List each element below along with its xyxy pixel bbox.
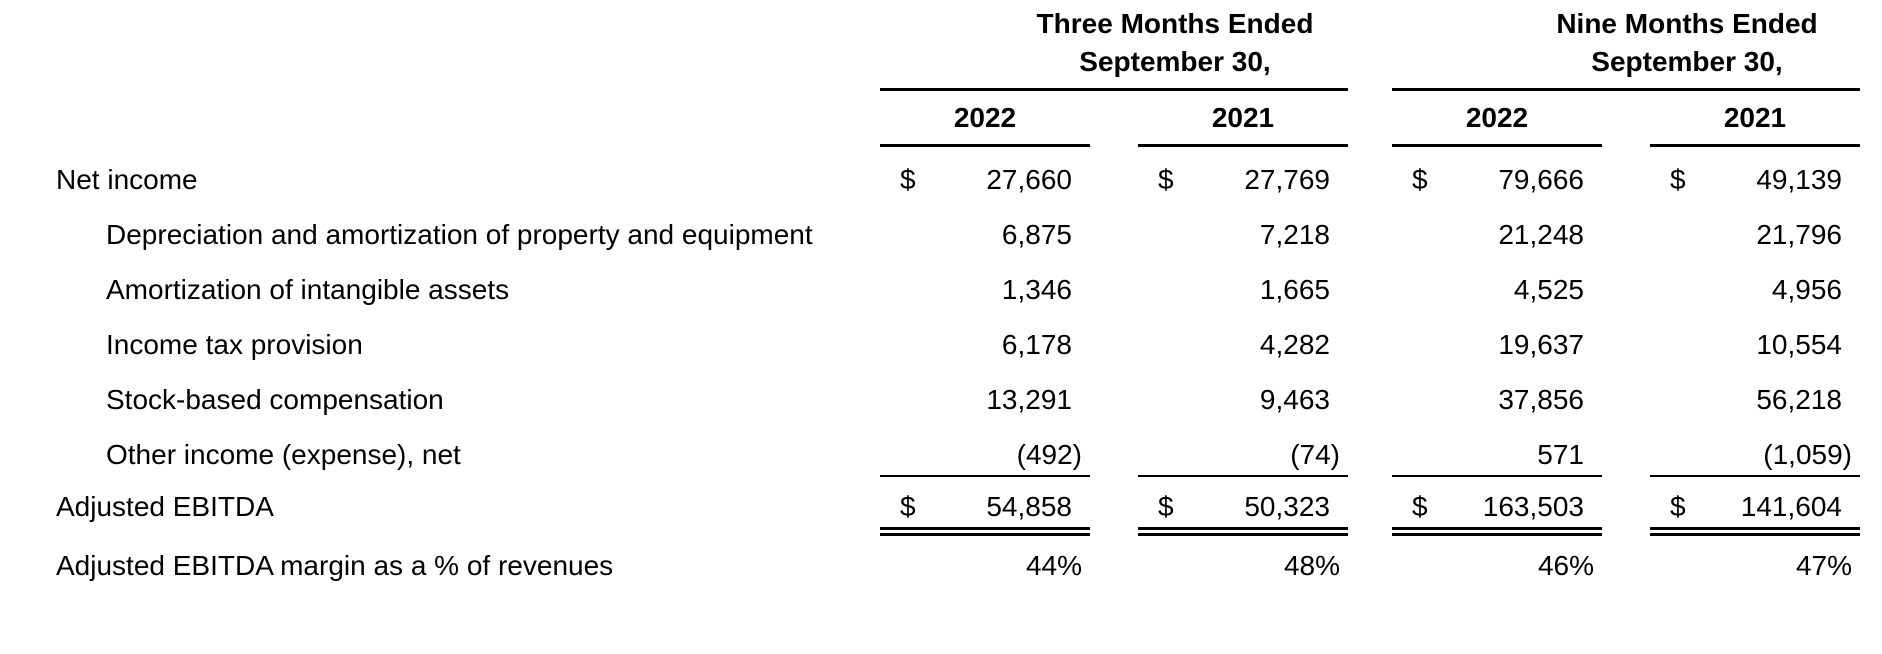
cell-value: 571 [1537,439,1584,470]
cell-value: 56,218 [1756,384,1842,415]
cell-value: 79,666 [1498,164,1584,195]
cell-value: 4,282 [1259,329,1330,360]
currency-symbol: $ [900,491,916,522]
cell-value: 46% [1537,550,1594,581]
cell-value: 1,665 [1259,274,1330,305]
row-label-depreciation: Depreciation and amortization of propert… [106,219,813,250]
total-double-rule-upper [880,527,1090,530]
subtotal-rule [1392,475,1602,477]
subtotal-rule [1650,475,1860,477]
total-double-rule-lower [880,533,1090,536]
cell-value: 141,604 [1740,491,1842,522]
row-label-other-income: Other income (expense), net [106,439,461,470]
cell-value: 21,796 [1756,219,1842,250]
cell-value: 21,248 [1498,219,1584,250]
cell-value: (74) [1290,439,1340,470]
year-rule [1650,144,1860,147]
total-double-rule-upper [1650,527,1860,530]
group-rule-nine-months [1392,88,1860,91]
cell-value: 49,139 [1756,164,1842,195]
cell-value: 48% [1283,550,1340,581]
group-header-three-months-line2: September 30, [1079,46,1271,77]
cell-value: 47% [1795,550,1852,581]
currency-symbol: $ [900,164,916,195]
cell-value: 37,856 [1498,384,1584,415]
currency-symbol: $ [1412,491,1428,522]
year-rule [1392,144,1602,147]
cell-value: 44% [1025,550,1082,581]
cell-value: 4,956 [1771,274,1842,305]
cell-value: 163,503 [1482,491,1584,522]
total-double-rule-lower [1650,533,1860,536]
row-label-net-income: Net income [56,164,198,195]
cell-value: 54,858 [986,491,1072,522]
cell-value: 6,875 [1001,219,1072,250]
group-header-nine-months-line2: September 30, [1591,46,1783,77]
currency-symbol: $ [1670,491,1686,522]
cell-value: 4,525 [1513,274,1584,305]
group-header-nine-months-line1: Nine Months Ended [1556,8,1818,39]
currency-symbol: $ [1412,164,1428,195]
cell-value: 7,218 [1259,219,1330,250]
row-label-income-tax: Income tax provision [106,329,363,360]
group-header-three-months-line1: Three Months Ended [1036,8,1314,39]
currency-symbol: $ [1158,164,1174,195]
currency-symbol: $ [1670,164,1686,195]
total-double-rule-upper [1392,527,1602,530]
currency-symbol: $ [1158,491,1174,522]
cell-value: 27,660 [986,164,1072,195]
year-header: 2021 [1723,102,1787,133]
row-label-adjusted-ebitda: Adjusted EBITDA [56,491,274,522]
cell-value: 13,291 [986,384,1072,415]
row-label-stock-compensation: Stock-based compensation [106,384,444,415]
year-header: 2022 [953,102,1017,133]
year-header: 2022 [1465,102,1529,133]
year-header: 2021 [1211,102,1275,133]
year-rule [880,144,1090,147]
cell-value: 1,346 [1001,274,1072,305]
total-double-rule-lower [1138,533,1348,536]
row-label-ebitda-margin: Adjusted EBITDA margin as a % of revenue… [56,550,614,581]
cell-value: 10,554 [1756,329,1842,360]
cell-value: 27,769 [1244,164,1330,195]
year-rule [1138,144,1348,147]
cell-value: 50,323 [1244,491,1330,522]
subtotal-rule [880,475,1090,477]
group-rule-three-months [880,88,1348,91]
row-label-amortization-intangibles: Amortization of intangible assets [106,274,510,305]
cell-value: 19,637 [1498,329,1584,360]
subtotal-rule [1138,475,1348,477]
cell-value: 6,178 [1001,329,1072,360]
cell-value: 9,463 [1259,384,1330,415]
cell-value: (1,059) [1763,439,1852,470]
cell-value: (492) [1016,439,1082,470]
total-double-rule-lower [1392,533,1602,536]
total-double-rule-upper [1138,527,1348,530]
